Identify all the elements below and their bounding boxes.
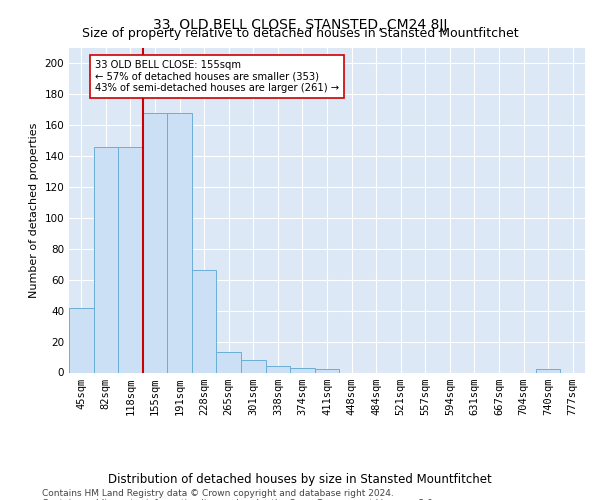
Bar — [290, 368, 315, 372]
Bar — [241, 360, 266, 372]
Bar — [192, 270, 217, 372]
Bar — [167, 112, 192, 372]
Bar — [69, 308, 94, 372]
Bar — [315, 370, 339, 372]
Text: Contains HM Land Registry data © Crown copyright and database right 2024.
Contai: Contains HM Land Registry data © Crown c… — [42, 489, 436, 500]
Bar — [536, 370, 560, 372]
Bar — [94, 146, 118, 372]
Text: 33 OLD BELL CLOSE: 155sqm
← 57% of detached houses are smaller (353)
43% of semi: 33 OLD BELL CLOSE: 155sqm ← 57% of detac… — [95, 60, 339, 93]
Text: 33, OLD BELL CLOSE, STANSTED, CM24 8JJ: 33, OLD BELL CLOSE, STANSTED, CM24 8JJ — [153, 18, 447, 32]
Bar — [217, 352, 241, 372]
Text: Distribution of detached houses by size in Stansted Mountfitchet: Distribution of detached houses by size … — [108, 472, 492, 486]
Text: Size of property relative to detached houses in Stansted Mountfitchet: Size of property relative to detached ho… — [82, 28, 518, 40]
Bar — [118, 146, 143, 372]
Bar — [266, 366, 290, 372]
Y-axis label: Number of detached properties: Number of detached properties — [29, 122, 39, 298]
Bar — [143, 112, 167, 372]
